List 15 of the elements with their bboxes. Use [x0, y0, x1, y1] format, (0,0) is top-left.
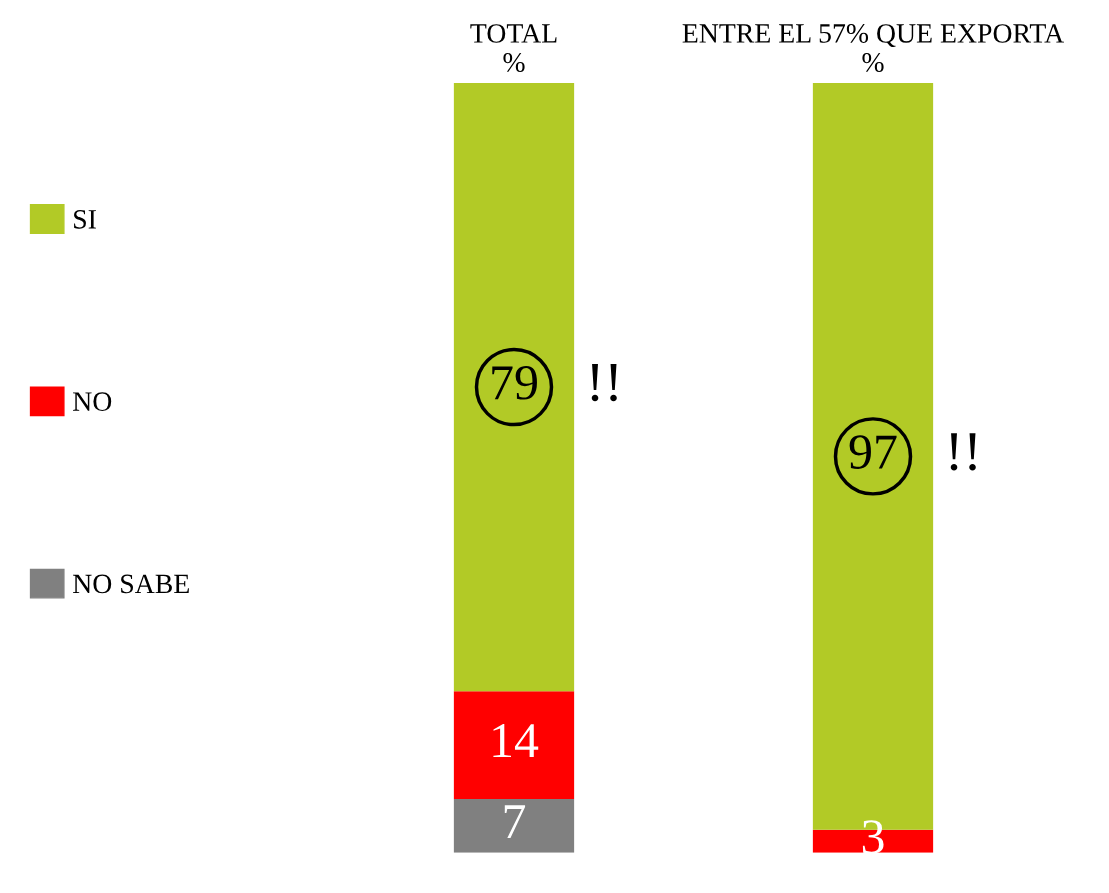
- x-tick-label: TOTAL %: [470, 24, 557, 72]
- legend-label: NO SABE: [73, 574, 189, 594]
- bar: [453, 798, 575, 853]
- x-tick-label: ENTRE EL 57% QUE EXPORTA %: [682, 24, 1064, 72]
- annotation: !!: [591, 364, 617, 402]
- legend-label: SI: [74, 210, 96, 229]
- data-label: 79: [492, 366, 537, 400]
- bar: [453, 691, 575, 799]
- legend-label: NO: [73, 392, 112, 411]
- bar: [453, 83, 575, 692]
- data-label: 97: [849, 435, 897, 469]
- data-label: 3: [862, 820, 884, 854]
- annotation: !!: [950, 433, 976, 471]
- data-label: 7: [504, 805, 526, 838]
- data-label: 14: [493, 724, 539, 758]
